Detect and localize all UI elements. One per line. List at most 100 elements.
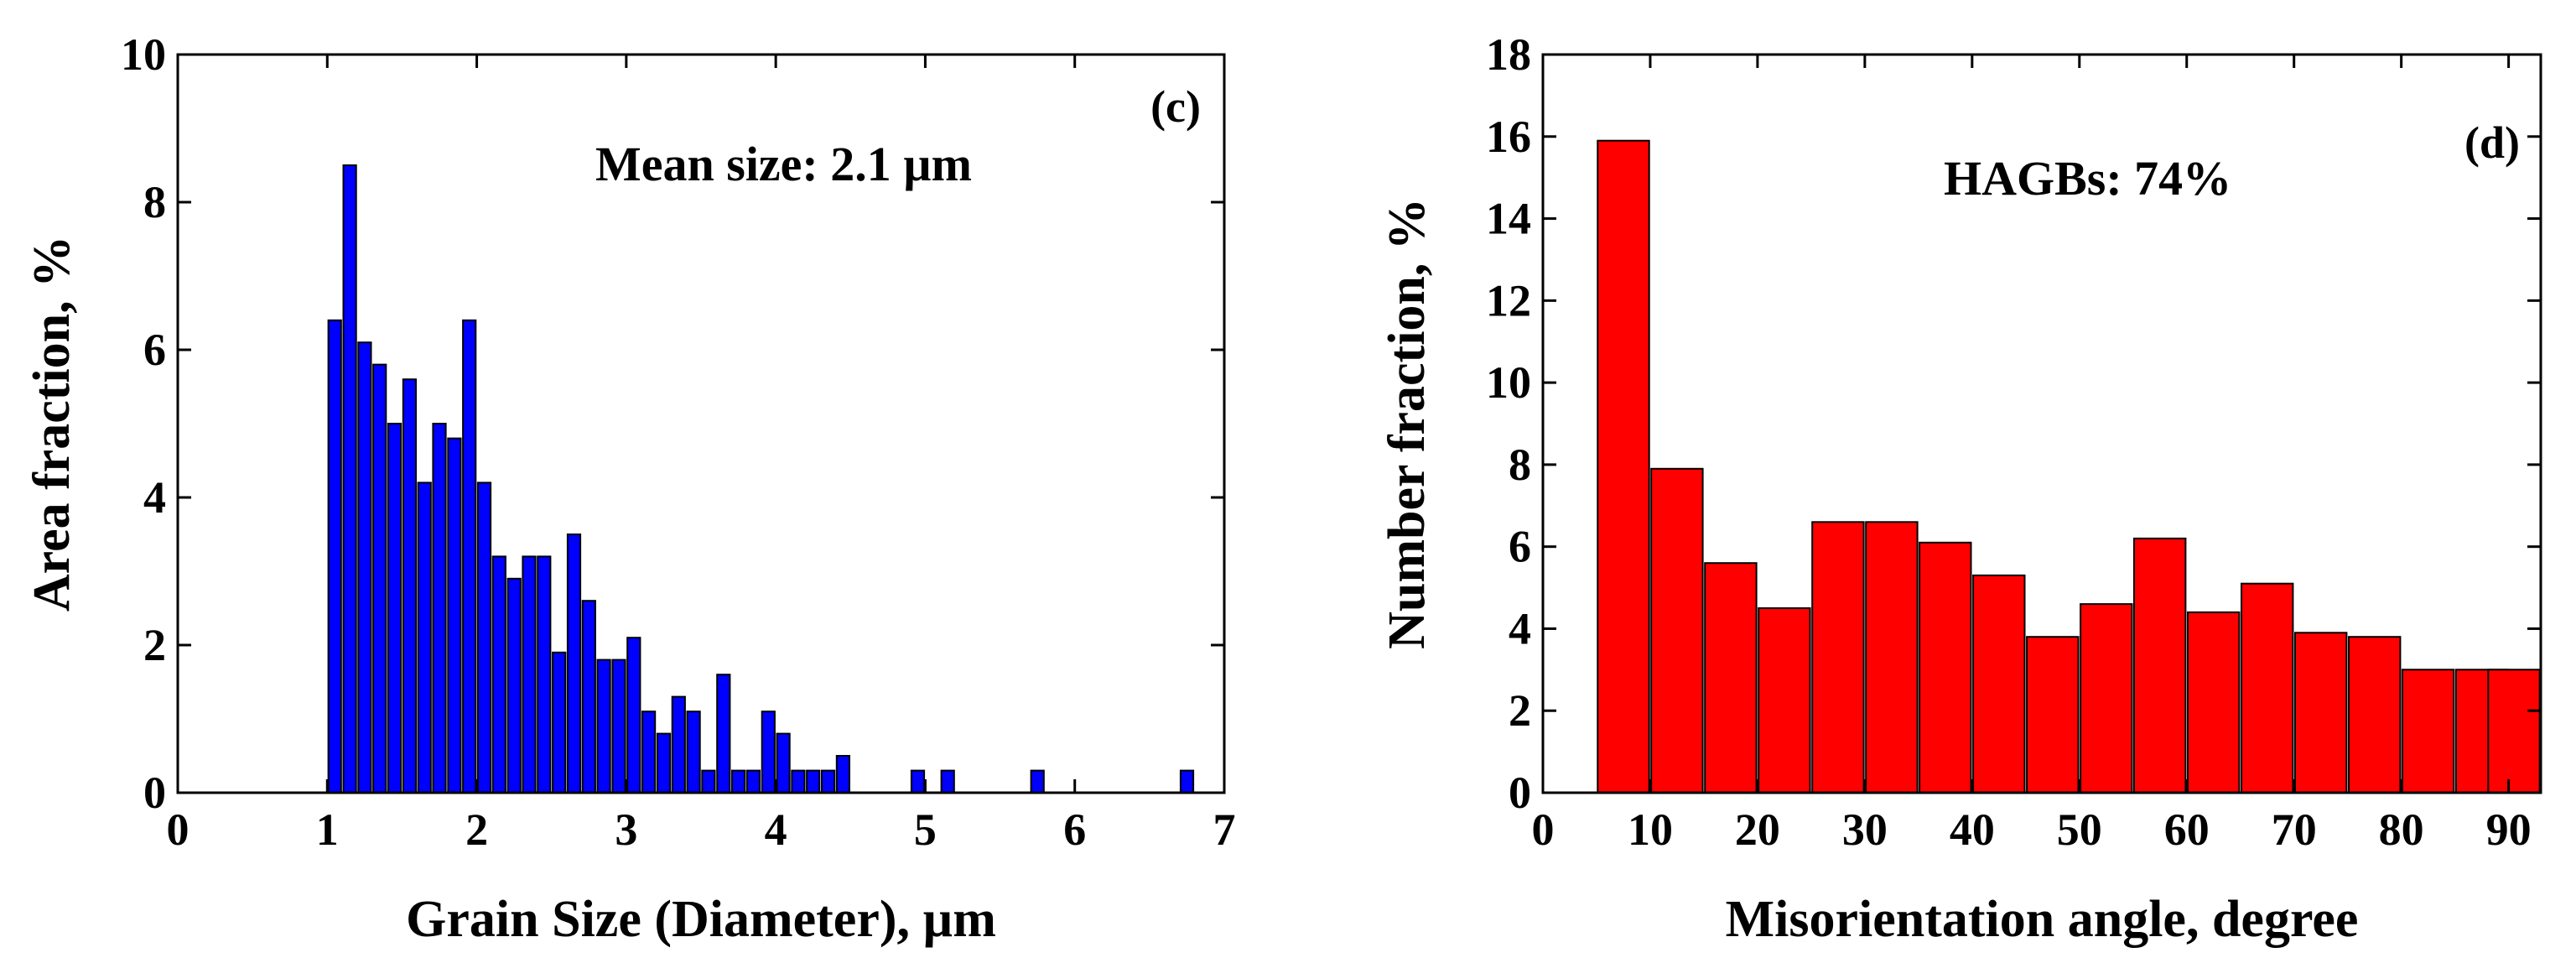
panel-c-x-ticks: 0 1 2 3 4 5 6 7 (167, 55, 1236, 855)
panel-d-bar (1919, 541, 1972, 794)
panel-c-x-tick-label: 3 (615, 804, 637, 855)
panel-d-bar (2487, 669, 2541, 794)
panel-d-y-tick-label: 0 (1509, 768, 1531, 818)
panel-d-bar (1758, 607, 1811, 794)
panel-d-bar (2294, 632, 2348, 794)
panel-d-x-tick-label: 40 (1950, 804, 1995, 855)
panel-d-label: (d) (2464, 117, 2520, 168)
panel-d-bar (1865, 521, 1919, 794)
panel-c-bar (491, 555, 506, 794)
panel-c-bar (372, 363, 387, 794)
panel-c-bar (327, 319, 342, 794)
panel-c-x-axis-title: Grain Size (Diameter), µm (406, 891, 996, 948)
panel-c-bar (402, 378, 417, 794)
panel-c-x-tick-label: 7 (1213, 804, 1236, 855)
panel-d-y-tick-label: 10 (1486, 357, 1531, 408)
panel-c-bar (626, 637, 641, 794)
panel-d-bar (2401, 669, 2455, 794)
panel-d-bar (2133, 537, 2187, 794)
panel-d-misorientation-histogram: 0 10 20 30 40 50 60 70 80 90 0 2 4 6 8 10 12 14 16 18 HAGB… (1379, 29, 2542, 948)
panel-d-y-tick-label: 18 (1486, 29, 1531, 80)
panel-d-hagbs-annotation: HAGBs: 74% (1944, 151, 2231, 206)
panel-d-bar (1972, 574, 2026, 794)
panel-c-x-tick-label: 0 (167, 804, 190, 855)
panel-d-bar (2348, 636, 2402, 794)
panel-c-bar (357, 341, 372, 794)
panel-c-y-tick-label: 6 (143, 325, 166, 375)
panel-c-bar (596, 658, 611, 794)
panel-d-bars (1597, 139, 2541, 794)
panel-d-y-tick-label: 2 (1509, 685, 1531, 736)
panel-c-bar (701, 769, 716, 794)
panel-d-x-tick-label: 10 (1628, 804, 1673, 855)
panel-d-y-tick-label: 16 (1486, 112, 1531, 162)
panel-c-bar (731, 769, 746, 794)
panel-c-label: (c) (1150, 81, 1201, 132)
panel-c-bar (462, 319, 477, 794)
panel-c-x-tick-label: 6 (1063, 804, 1086, 855)
panel-c-bar (447, 437, 462, 794)
panel-c-bar (581, 600, 596, 794)
panel-c-y-tick-label: 8 (143, 177, 166, 227)
panel-c-bar (716, 674, 731, 794)
panel-d-x-tick-label: 70 (2272, 804, 2317, 855)
panel-c-bar (761, 711, 776, 794)
panel-c-plot-frame (176, 53, 1226, 794)
panel-c-bar (910, 769, 926, 794)
panel-c-bar (686, 711, 701, 794)
panel-c-x-tick-label: 2 (465, 804, 488, 855)
panel-c-mean-size-annotation: Mean size: 2.1 µm (595, 137, 972, 191)
panel-c-x-tick-label: 4 (765, 804, 787, 855)
panel-d-y-tick-label: 8 (1509, 440, 1531, 490)
panel-d-plot-frame (1541, 53, 2542, 794)
panel-d-bar (2241, 582, 2294, 794)
panel-c-bar (611, 658, 626, 794)
panel-c-bar (566, 534, 582, 794)
panel-c-bar (342, 164, 357, 794)
panel-c-bar (387, 423, 402, 794)
panel-c-bar (1179, 769, 1195, 794)
panel-c-y-tick-label: 0 (143, 768, 166, 818)
panel-d-bar (1811, 521, 1865, 794)
panel-c-y-tick-label: 10 (121, 29, 166, 80)
panel-d-bar (1704, 562, 1758, 794)
panel-c-y-tick-label: 2 (143, 620, 166, 670)
panel-c-bar (432, 423, 447, 794)
panel-d-y-tick-label: 12 (1486, 275, 1531, 325)
panel-c-bar (791, 769, 806, 794)
panel-d-x-tick-label: 20 (1735, 804, 1780, 855)
panel-c-bar (671, 695, 686, 794)
panel-d-y-tick-label: 4 (1509, 603, 1531, 653)
panel-c-bars (327, 164, 1195, 794)
panel-c-bar (506, 577, 522, 794)
panel-c-bar (522, 555, 537, 794)
panel-c-grain-size-histogram: 0 1 2 3 4 5 6 7 0 2 4 6 8 10 Mean size: 2.1 µm (c) G… (23, 29, 1236, 948)
panel-c-x-tick-label: 5 (914, 804, 937, 855)
panel-c-bar (417, 482, 432, 794)
panel-d-bar (2026, 636, 2080, 794)
panel-c-bar (821, 769, 836, 794)
panel-d-y-tick-label: 14 (1486, 194, 1531, 244)
panel-c-bar (537, 555, 552, 794)
panel-d-x-tick-label: 80 (2379, 804, 2424, 855)
panel-c-bar (806, 769, 821, 794)
panel-c-bar (835, 755, 850, 794)
panel-d-bar (2080, 603, 2133, 794)
panel-d-x-tick-label: 90 (2486, 804, 2532, 855)
panel-c-bar (940, 769, 955, 794)
panel-c-x-tick-label: 1 (316, 804, 339, 855)
panel-d-x-axis-title: Misorientation angle, degree (1726, 891, 2359, 948)
panel-c-y-ticks: 0 2 4 6 8 10 (121, 29, 1224, 818)
panel-d-x-tick-label: 60 (2164, 804, 2210, 855)
panel-c-bar (776, 732, 791, 794)
panel-d-bar (1650, 467, 1704, 794)
panel-d-bar (1597, 139, 1650, 794)
panel-d-bar (2187, 611, 2241, 794)
panel-d-x-tick-label: 50 (2057, 804, 2102, 855)
panel-d-x-tick-label: 0 (1532, 804, 1555, 855)
panel-c-bar (656, 732, 672, 794)
panel-c-bar (476, 482, 492, 794)
panel-d-x-tick-label: 30 (1842, 804, 1888, 855)
panel-c-bar (745, 769, 761, 794)
panel-d-y-tick-label: 6 (1509, 522, 1531, 572)
